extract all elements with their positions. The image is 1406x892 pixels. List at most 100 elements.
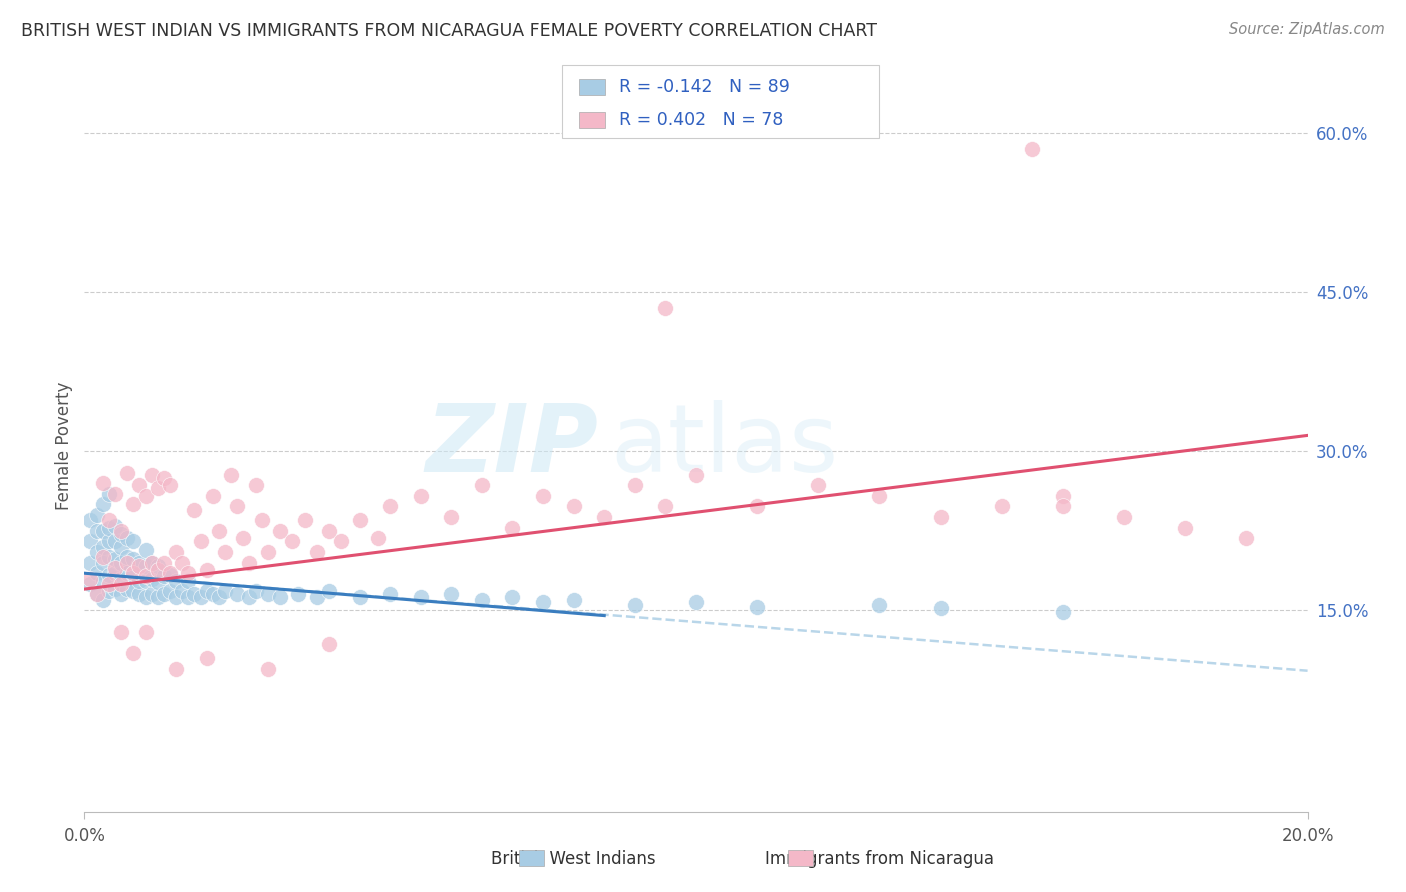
Text: atlas: atlas xyxy=(610,400,838,492)
Point xyxy=(593,510,616,524)
Point xyxy=(238,590,260,604)
Point xyxy=(153,569,176,583)
Point xyxy=(195,563,218,577)
Point xyxy=(929,510,952,524)
Point xyxy=(104,534,127,549)
Point xyxy=(115,466,138,480)
Point xyxy=(250,513,273,527)
Point xyxy=(97,584,120,599)
Point xyxy=(91,497,114,511)
Point xyxy=(281,534,304,549)
Point xyxy=(172,584,194,599)
Point xyxy=(318,637,340,651)
Point xyxy=(245,478,267,492)
Point xyxy=(531,595,554,609)
Point xyxy=(146,563,169,577)
Point xyxy=(91,550,114,565)
Point xyxy=(330,534,353,549)
Point xyxy=(624,598,647,612)
Point xyxy=(232,531,254,545)
Point xyxy=(257,587,280,601)
Text: R = 0.402   N = 78: R = 0.402 N = 78 xyxy=(619,112,783,129)
Point xyxy=(440,587,463,601)
Point xyxy=(115,556,138,570)
Point xyxy=(86,545,108,559)
Point xyxy=(91,574,114,588)
Point xyxy=(153,587,176,601)
Point xyxy=(440,510,463,524)
Point xyxy=(115,566,138,581)
Point xyxy=(153,556,176,570)
Point xyxy=(208,524,231,538)
Point xyxy=(269,590,291,604)
Point xyxy=(115,582,138,596)
Text: British West Indians: British West Indians xyxy=(491,850,657,868)
Point xyxy=(165,545,187,559)
Point xyxy=(685,467,707,482)
Point xyxy=(195,651,218,665)
Point xyxy=(562,592,585,607)
Point xyxy=(141,467,163,482)
Point xyxy=(91,592,114,607)
Point xyxy=(318,524,340,538)
Point xyxy=(380,500,402,514)
Point xyxy=(1052,606,1074,620)
Point xyxy=(141,556,163,570)
Point xyxy=(685,595,707,609)
Point xyxy=(869,598,891,612)
Text: Source: ZipAtlas.com: Source: ZipAtlas.com xyxy=(1229,22,1385,37)
Point xyxy=(654,500,676,514)
Point xyxy=(305,590,328,604)
Point xyxy=(747,600,769,615)
Point xyxy=(115,531,138,545)
Point xyxy=(531,489,554,503)
Point xyxy=(502,521,524,535)
Point xyxy=(172,556,194,570)
Point xyxy=(1052,500,1074,514)
Point xyxy=(471,478,494,492)
Point xyxy=(201,489,224,503)
Point xyxy=(97,568,120,582)
Point xyxy=(135,542,157,557)
Point xyxy=(86,508,108,522)
Point xyxy=(153,471,176,485)
Point xyxy=(104,561,127,575)
Point xyxy=(257,662,280,676)
Point xyxy=(349,513,371,527)
Point xyxy=(91,556,114,570)
Point xyxy=(177,566,200,581)
Point xyxy=(97,486,120,500)
Point xyxy=(409,489,432,503)
Point xyxy=(1236,531,1258,545)
Point xyxy=(135,574,157,588)
Point xyxy=(294,513,316,527)
Point xyxy=(214,584,236,599)
Point xyxy=(97,576,120,591)
Point xyxy=(165,590,187,604)
Point xyxy=(502,590,524,604)
Point xyxy=(869,489,891,503)
Point xyxy=(159,478,181,492)
Point xyxy=(110,587,132,601)
Point xyxy=(79,556,101,570)
Point xyxy=(110,540,132,554)
Point xyxy=(104,518,127,533)
Point xyxy=(104,582,127,596)
Point xyxy=(159,584,181,599)
Point xyxy=(122,568,145,582)
Point xyxy=(86,587,108,601)
Point xyxy=(86,566,108,581)
Point xyxy=(122,552,145,566)
Point xyxy=(238,556,260,570)
Point xyxy=(97,521,120,535)
Point xyxy=(128,574,150,588)
Point xyxy=(1021,142,1043,156)
Point xyxy=(654,301,676,316)
Point xyxy=(1174,521,1197,535)
Point xyxy=(146,482,169,496)
Point xyxy=(471,592,494,607)
Point xyxy=(1052,489,1074,503)
Point xyxy=(146,558,169,573)
Point xyxy=(991,500,1014,514)
Point xyxy=(79,513,101,527)
